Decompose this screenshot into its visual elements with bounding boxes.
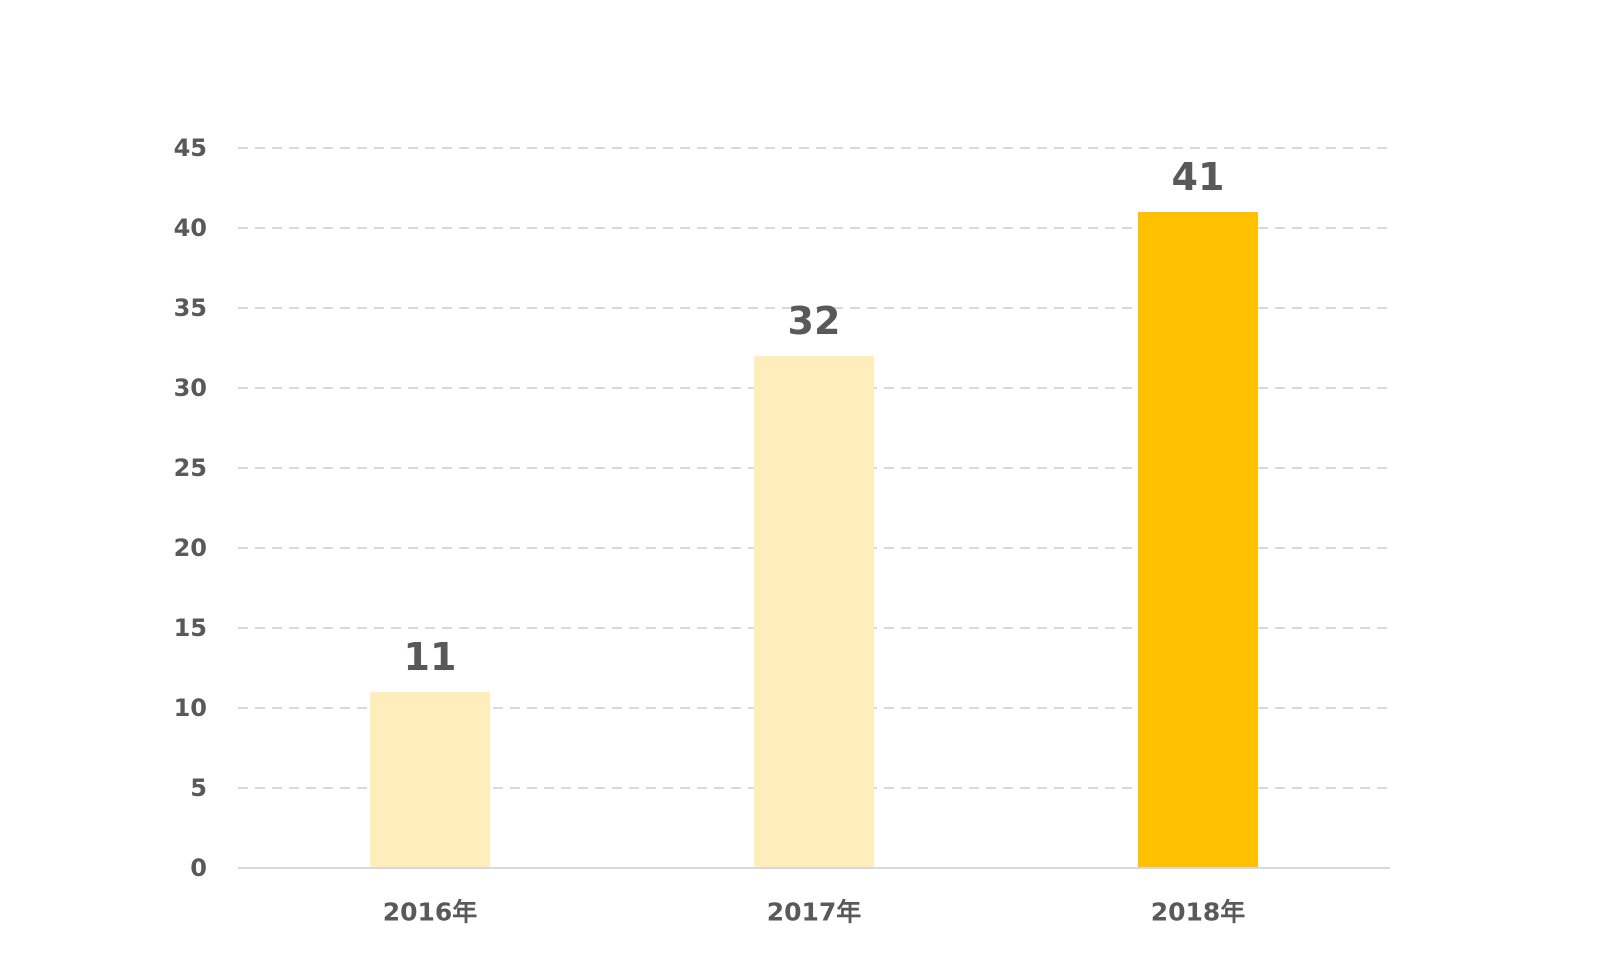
x-category-label: 2017年	[767, 898, 862, 927]
y-tick-label: 40	[174, 214, 207, 242]
bar-value-label: 32	[788, 299, 841, 343]
y-tick-label: 20	[174, 534, 207, 562]
y-tick-label: 35	[174, 294, 207, 322]
bar	[1138, 212, 1258, 868]
data-labels: 11 32 41	[404, 155, 1225, 679]
x-category-label: 2018年	[1151, 898, 1246, 927]
bar	[754, 356, 874, 868]
y-tick-label: 30	[174, 374, 207, 402]
y-axis-tick-labels: 0 5 10 15 20 25 30 35 40 45	[174, 134, 207, 882]
x-category-label: 2016年	[383, 898, 478, 927]
bar-value-label: 11	[404, 635, 457, 679]
bar-value-label: 41	[1172, 155, 1225, 199]
y-tick-label: 15	[174, 614, 207, 642]
x-axis-category-labels: 2016年 2017年 2018年	[383, 898, 1246, 927]
y-tick-label: 45	[174, 134, 207, 162]
y-tick-label: 10	[174, 694, 207, 722]
y-tick-label: 25	[174, 454, 207, 482]
y-tick-label: 5	[190, 774, 207, 802]
y-tick-label: 0	[190, 854, 207, 882]
bar	[370, 692, 490, 868]
bars	[370, 212, 1258, 868]
